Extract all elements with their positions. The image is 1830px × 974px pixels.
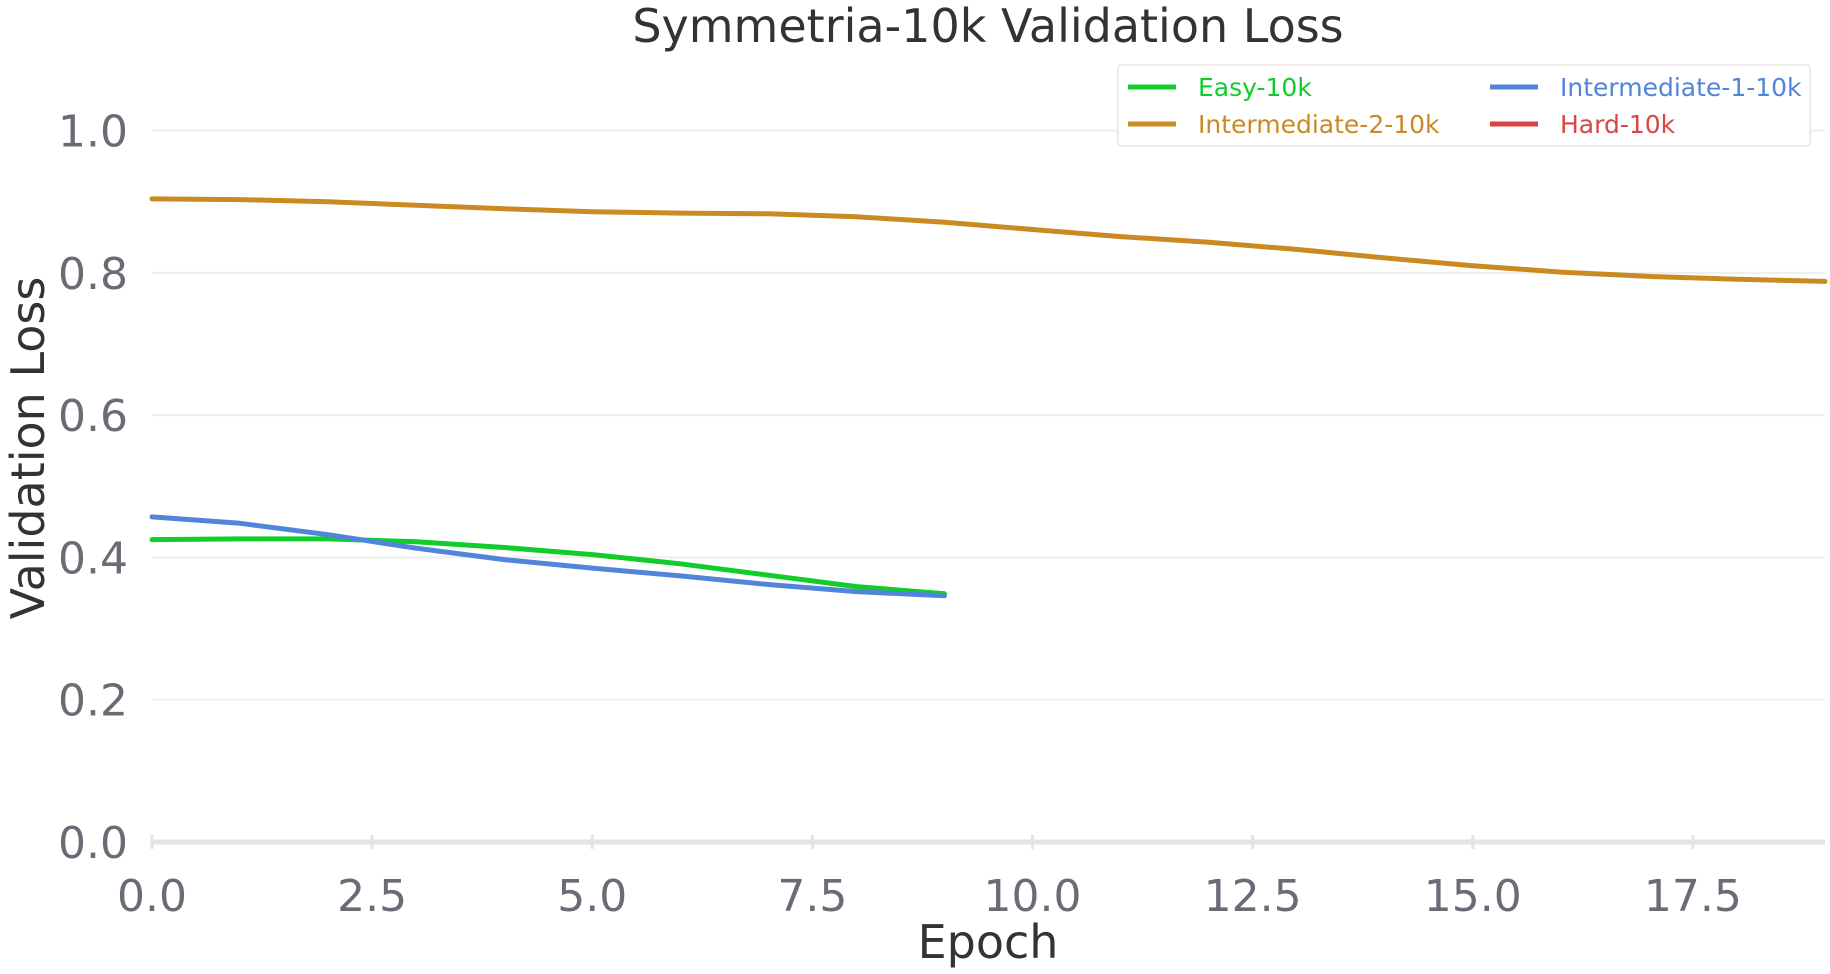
x-axis-label: Epoch	[918, 915, 1059, 969]
y-tick-label: 0.8	[58, 249, 128, 300]
y-tick-label: 1.0	[58, 107, 128, 158]
legend-label-intermediate-1-10k: Intermediate-1-10k	[1560, 73, 1802, 102]
gridlines	[152, 129, 1825, 845]
y-tick-label: 0.0	[58, 818, 128, 869]
series-line-intermediate-2-10k	[149, 196, 1828, 284]
y-axis-label: Validation Loss	[1, 277, 55, 620]
legend-label-hard-10k: Hard-10k	[1560, 110, 1676, 139]
y-axis-ticks: 0.0 0.2 0.4 0.6 0.8 1.0	[58, 107, 128, 869]
x-axis-ticks: 0.0 2.5 5.0 7.5 10.0 12.5 15.0 17.5	[117, 835, 1742, 922]
series-lines	[149, 196, 1828, 599]
x-tick-label: 10.0	[984, 871, 1082, 922]
series-line-easy-10k	[149, 536, 947, 597]
y-tick-label: 0.2	[58, 676, 128, 727]
legend-label-intermediate-2-10k: Intermediate-2-10k	[1198, 110, 1440, 139]
x-tick-label: 15.0	[1424, 871, 1522, 922]
legend: Easy-10k Intermediate-1-10k Intermediate-2…	[1117, 64, 1811, 147]
chart-title: Symmetria-10k Validation Loss	[632, 0, 1343, 53]
x-tick-label: 5.0	[557, 871, 627, 922]
legend-box	[1117, 64, 1811, 147]
x-tick-label: 7.5	[777, 871, 847, 922]
y-tick-label: 0.6	[58, 391, 128, 442]
x-tick-label: 12.5	[1204, 871, 1302, 922]
x-tick-label: 17.5	[1644, 871, 1742, 922]
legend-label-easy-10k: Easy-10k	[1198, 73, 1312, 102]
series-line-intermediate-1-10k	[149, 514, 947, 599]
x-tick-label: 2.5	[337, 871, 407, 922]
y-tick-label: 0.4	[58, 533, 128, 584]
x-tick-label: 0.0	[117, 871, 187, 922]
